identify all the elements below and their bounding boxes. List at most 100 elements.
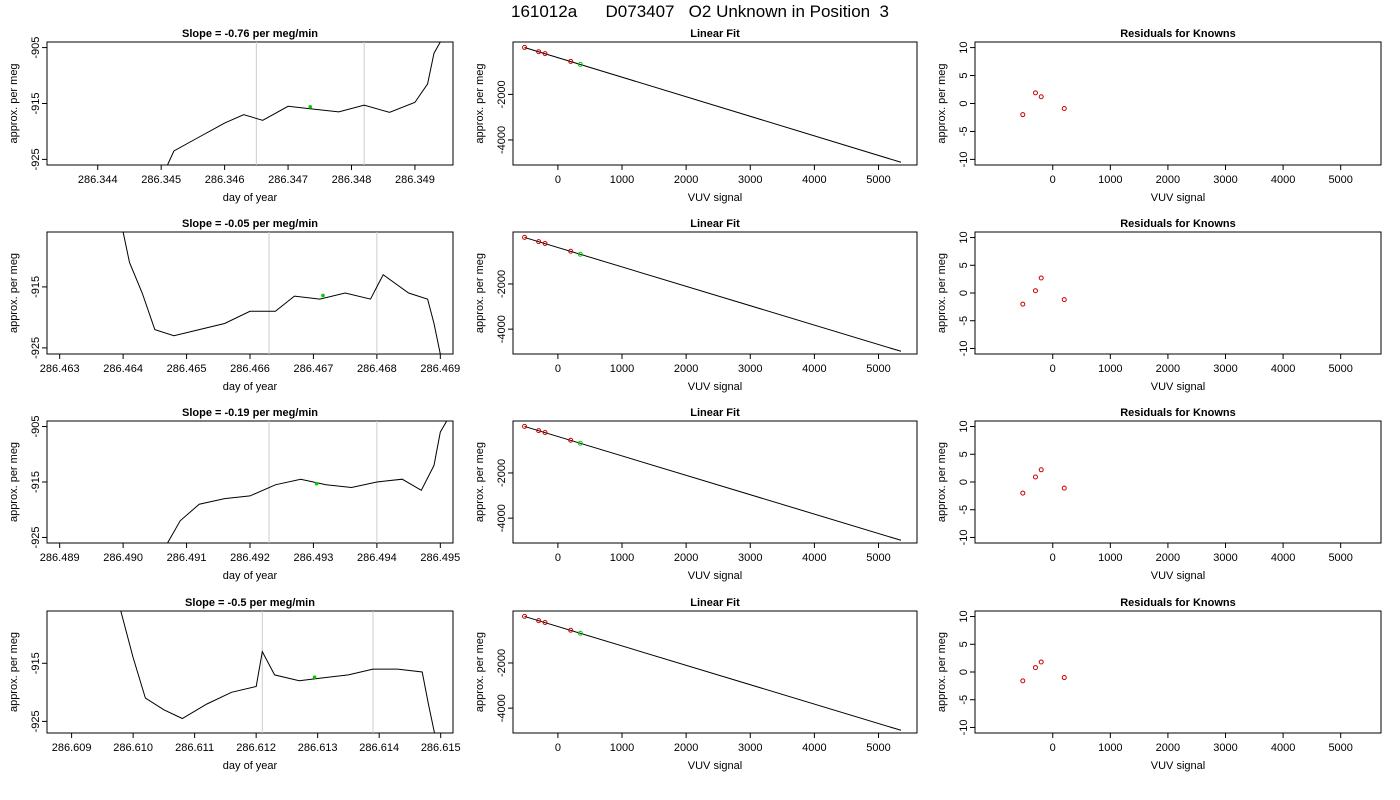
known-point bbox=[522, 423, 528, 429]
x-tick-label: 1000 bbox=[610, 552, 634, 564]
x-tick-label: 286.611 bbox=[175, 742, 214, 754]
y-tick-label: -905 bbox=[30, 416, 42, 438]
known-point bbox=[542, 430, 548, 436]
x-tick-label: 3000 bbox=[738, 552, 762, 564]
x-axis-label: day of year bbox=[223, 570, 278, 582]
known-point bbox=[522, 44, 528, 50]
y-tick-label: -4000 bbox=[496, 504, 508, 532]
y-tick-label: 0 bbox=[958, 100, 970, 106]
x-tick-label: 2000 bbox=[674, 742, 698, 754]
y-tick-label: -2000 bbox=[496, 649, 508, 677]
chart-title: Slope = -0.76 per meg/min bbox=[182, 28, 318, 40]
known-point bbox=[568, 248, 574, 254]
x-tick-label: 286.349 bbox=[395, 174, 435, 186]
x-tick-label: 4000 bbox=[802, 742, 826, 754]
panel-2-3: Residuals for Knowns 0 1000 2000 3000 4000 500… bbox=[936, 218, 1382, 393]
chart-title: Linear Fit bbox=[690, 28, 740, 40]
panel-3-1: Slope = -0.19 per meg/min 286.489 286.490 2… bbox=[8, 407, 460, 582]
y-axis-label: approx. per meg bbox=[8, 253, 20, 333]
x-tick-label: 5000 bbox=[1328, 363, 1352, 375]
x-tick-label: 3000 bbox=[1213, 174, 1237, 186]
known-point bbox=[1020, 678, 1026, 684]
x-tick-label: 286.490 bbox=[103, 552, 143, 564]
known-point bbox=[536, 428, 542, 434]
y-tick-label: -5 bbox=[958, 316, 970, 326]
x-axis-label: day of year bbox=[223, 760, 278, 772]
y-tick-label: -4000 bbox=[496, 126, 508, 154]
x-tick-label: 286.494 bbox=[357, 552, 397, 564]
x-axis-label: VUV signal bbox=[688, 760, 742, 772]
x-tick-label: 5000 bbox=[866, 174, 890, 186]
x-tick-label: 286.466 bbox=[230, 363, 270, 375]
known-point bbox=[1020, 301, 1026, 307]
panel-3-3: Residuals for Knowns 0 1000 2000 3000 4000 500… bbox=[936, 407, 1382, 582]
y-tick-label: -905 bbox=[30, 37, 42, 59]
x-tick-label: 4000 bbox=[1271, 552, 1295, 564]
panel-3-2: Linear Fit 0 1000 2000 3000 4000 5000 -4000 -200… bbox=[474, 407, 918, 582]
known-point bbox=[1061, 106, 1067, 112]
x-tick-label: 286.464 bbox=[103, 363, 143, 375]
plot-frame bbox=[974, 41, 1382, 166]
chart-title: Slope = -0.19 per meg/min bbox=[182, 407, 318, 419]
x-axis-label: VUV signal bbox=[1151, 192, 1205, 204]
unknown-marker bbox=[321, 293, 325, 298]
chart-title: Residuals for Knowns bbox=[1120, 28, 1236, 40]
plot-area bbox=[167, 42, 441, 165]
known-point bbox=[522, 613, 528, 619]
x-tick-label: 286.467 bbox=[294, 363, 334, 375]
plot-area bbox=[122, 232, 441, 354]
known-point bbox=[1038, 94, 1044, 100]
data-series-line bbox=[122, 232, 441, 354]
plot-frame bbox=[512, 231, 918, 355]
x-axis-label: VUV signal bbox=[688, 192, 742, 204]
y-axis-label: approx. per meg bbox=[8, 442, 20, 522]
unknown-marker bbox=[312, 675, 317, 680]
plot-area bbox=[522, 423, 902, 541]
x-axis-label: VUV signal bbox=[688, 570, 742, 582]
y-tick-label: -4000 bbox=[496, 694, 508, 722]
chart-title: Linear Fit bbox=[690, 597, 740, 609]
plot-frame bbox=[974, 610, 1382, 734]
known-point bbox=[1038, 275, 1044, 281]
x-tick-label: 286.344 bbox=[78, 174, 118, 186]
y-tick-label: -10 bbox=[958, 151, 970, 167]
known-point bbox=[1061, 485, 1067, 491]
x-tick-label: 3000 bbox=[1213, 552, 1237, 564]
panel-2-2: Linear Fit 0 1000 2000 3000 4000 5000 -4000 -200… bbox=[474, 218, 918, 393]
x-tick-label: 286.613 bbox=[298, 742, 338, 754]
unknown-point bbox=[577, 630, 583, 636]
y-tick-label: -925 bbox=[30, 337, 42, 359]
known-point bbox=[1032, 90, 1038, 96]
x-tick-label: 286.463 bbox=[40, 363, 80, 375]
x-tick-label: 0 bbox=[1050, 174, 1056, 186]
y-axis-label: approx. per meg bbox=[936, 632, 948, 712]
known-point bbox=[542, 620, 548, 626]
chart-title: Linear Fit bbox=[690, 218, 740, 230]
known-point bbox=[1032, 288, 1038, 294]
x-tick-label: 3000 bbox=[738, 174, 762, 186]
plot-area bbox=[1020, 90, 1067, 118]
x-tick-label: 1000 bbox=[1098, 552, 1122, 564]
x-tick-label: 286.469 bbox=[420, 363, 460, 375]
x-tick-label: 286.612 bbox=[236, 742, 276, 754]
x-tick-label: 1000 bbox=[610, 363, 634, 375]
y-tick-label: 5 bbox=[958, 262, 970, 268]
x-tick-label: 286.489 bbox=[40, 552, 80, 564]
x-tick-label: 286.465 bbox=[167, 363, 207, 375]
x-tick-label: 4000 bbox=[1271, 174, 1295, 186]
panel-1-3: Residuals for Knowns 0 1000 2000 3000 4000 500… bbox=[936, 28, 1382, 204]
plot-frame bbox=[512, 420, 918, 544]
panel-4-3: Residuals for Knowns 0 1000 2000 3000 4000 500… bbox=[936, 597, 1382, 772]
x-axis-label: VUV signal bbox=[1151, 760, 1205, 772]
fit-line bbox=[524, 236, 902, 352]
plot-area bbox=[522, 44, 902, 163]
y-tick-label: 5 bbox=[958, 641, 970, 647]
known-point bbox=[568, 437, 574, 443]
x-tick-label: 4000 bbox=[802, 174, 826, 186]
x-tick-label: 286.491 bbox=[167, 552, 207, 564]
x-axis-label: day of year bbox=[223, 192, 278, 204]
x-tick-label: 5000 bbox=[866, 363, 890, 375]
data-series-line bbox=[120, 611, 435, 733]
x-axis-label: VUV signal bbox=[688, 381, 742, 393]
